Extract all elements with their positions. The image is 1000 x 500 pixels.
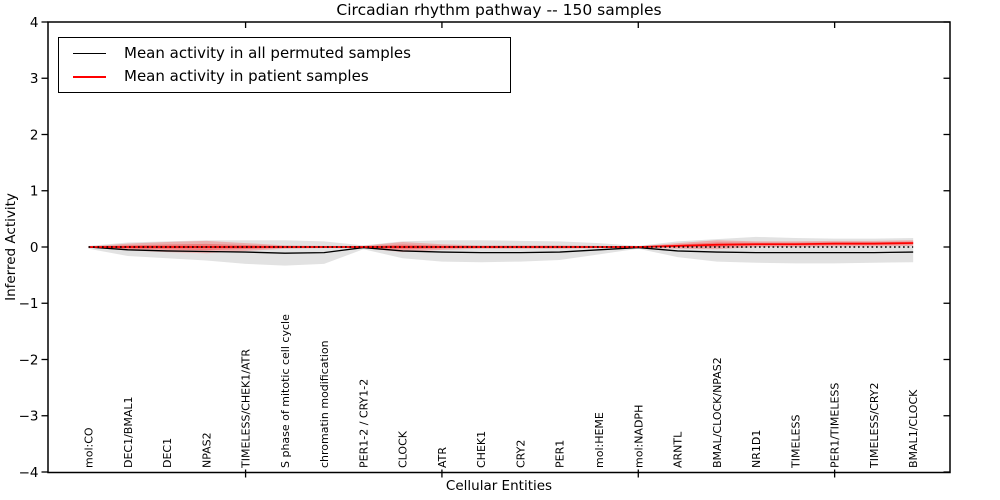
permuted-mean-line: [88, 246, 914, 254]
y-axis-label: Inferred Activity: [3, 193, 19, 301]
x-category-label: BMAL1/CLOCK: [907, 389, 920, 468]
legend-label-permuted: Mean activity in all permuted samples: [124, 44, 411, 62]
y-tick-label: 4: [30, 15, 39, 31]
permuted-line-swatch-icon: [73, 53, 106, 54]
x-category-label: PER1-2 / CRY1-2: [357, 379, 370, 468]
y-tick-label: −4: [19, 465, 39, 481]
x-category-label: CLOCK: [397, 430, 410, 468]
legend-box: Mean activity in all permuted samples Me…: [58, 37, 511, 93]
legend-item-patient: Mean activity in patient samples: [73, 66, 510, 88]
x-category-label: CHEK1: [475, 431, 488, 468]
y-tick-label: −2: [19, 352, 39, 368]
x-category-label: PER1/TIMELESS: [829, 383, 842, 468]
x-category-label: chromatin modification: [318, 340, 331, 468]
x-category-label: ARNTL: [672, 431, 685, 468]
x-category-label: NR1D1: [750, 430, 763, 468]
x-category-label: TIMELESS: [789, 415, 802, 469]
x-category-label: PER1: [554, 440, 567, 468]
legend-item-permuted: Mean activity in all permuted samples: [73, 43, 510, 65]
x-category-label: mol:CO: [83, 427, 96, 468]
x-category-label: TIMELESS/CRY2: [868, 383, 881, 470]
patient-range-inner-band: [88, 241, 914, 251]
y-tick-label: 0: [30, 240, 39, 256]
y-tick-label: 3: [30, 71, 39, 87]
patient-mean-line: [88, 242, 914, 248]
y-tick-label: −1: [19, 296, 39, 312]
patient-line-swatch-icon: [73, 75, 106, 78]
y-tick-label: 1: [30, 184, 39, 200]
x-category-label: DEC1/BMAL1: [122, 397, 135, 469]
legend-label-patient: Mean activity in patient samples: [124, 67, 369, 85]
y-tick-label: 2: [30, 127, 39, 143]
x-category-label: mol:HEME: [593, 412, 606, 468]
x-axis-label: Cellular Entities: [445, 478, 553, 494]
x-category-label: mol:NADPH: [632, 405, 645, 468]
y-tick-label: −3: [19, 409, 39, 425]
permuted-range-band: [88, 236, 914, 266]
x-category-label: CRY2: [514, 440, 527, 468]
x-category-label: ATR: [436, 447, 449, 468]
x-category-label: S phase of mitotic cell cycle: [279, 314, 292, 468]
chart-title: Circadian rhythm pathway -- 150 samples: [336, 1, 662, 19]
x-category-label: NPAS2: [200, 432, 213, 468]
x-category-label: DEC1: [161, 438, 174, 468]
x-category-label: BMAL/CLOCK/NPAS2: [711, 357, 724, 468]
x-category-label: TIMELESS/CHEK1/ATR: [240, 349, 253, 469]
